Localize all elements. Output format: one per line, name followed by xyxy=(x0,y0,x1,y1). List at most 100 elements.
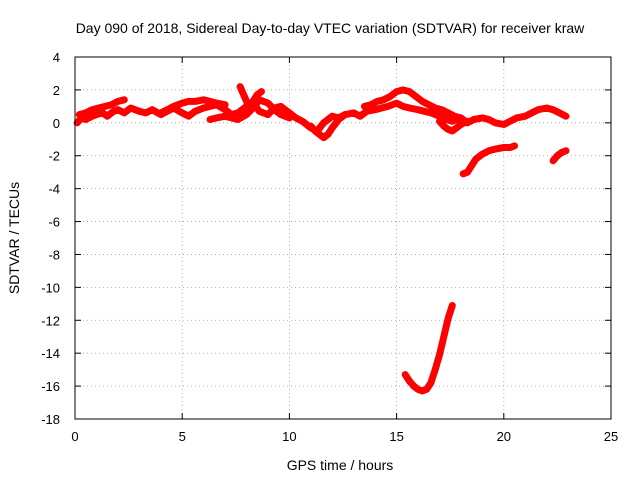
series-arc-dip-2 xyxy=(436,117,471,135)
data-point xyxy=(361,103,367,109)
data-point xyxy=(228,115,235,121)
data-point xyxy=(400,103,406,109)
data-point xyxy=(419,98,425,104)
data-point xyxy=(471,116,477,123)
y-tick-label: -18 xyxy=(41,412,60,427)
grid-lines xyxy=(75,57,611,419)
data-point xyxy=(522,113,528,119)
data-point xyxy=(213,100,220,106)
data-point xyxy=(192,108,198,114)
data-point xyxy=(387,93,393,100)
data-point xyxy=(76,112,82,118)
data-point xyxy=(507,118,513,124)
data-point xyxy=(492,120,498,126)
plot-frame xyxy=(74,56,612,420)
series-arc-negative xyxy=(459,142,518,178)
data-point xyxy=(511,143,518,149)
series-line xyxy=(73,99,570,135)
data-point xyxy=(415,386,421,392)
data-point xyxy=(111,108,117,114)
data-point xyxy=(158,110,164,116)
data-point xyxy=(312,128,318,134)
y-tick-label: -14 xyxy=(41,346,60,361)
data-point xyxy=(550,107,556,113)
x-axis-label: GPS time / hours xyxy=(287,457,394,473)
data-point xyxy=(445,110,451,116)
data-point xyxy=(501,121,507,128)
chart-title: Day 090 of 2018, Sidereal Day-to-day VTE… xyxy=(76,20,585,36)
data-point xyxy=(385,103,391,109)
series-arc-deep xyxy=(401,302,456,395)
data-point xyxy=(96,105,102,111)
data-point xyxy=(460,171,466,177)
data-point xyxy=(149,107,155,113)
data-point xyxy=(207,98,213,104)
data-point xyxy=(445,316,451,322)
data-point xyxy=(381,97,387,103)
data-point xyxy=(492,146,498,152)
data-point xyxy=(464,118,470,124)
data-point xyxy=(265,100,271,106)
data-point xyxy=(136,108,142,114)
data-point xyxy=(415,107,421,113)
data-point xyxy=(222,102,228,108)
data-point xyxy=(544,105,550,111)
data-point xyxy=(351,110,357,116)
data-point xyxy=(445,126,451,132)
data-point xyxy=(556,110,563,116)
data-point xyxy=(186,98,192,104)
series-line xyxy=(157,96,229,117)
data-point xyxy=(278,112,284,118)
data-point xyxy=(428,380,434,386)
y-tick-label: -16 xyxy=(41,379,60,394)
series-line xyxy=(360,86,465,122)
data-point xyxy=(201,97,207,103)
y-tick-label: -8 xyxy=(48,247,60,262)
data-point xyxy=(325,131,331,137)
data-point xyxy=(486,148,492,154)
data-point xyxy=(439,107,445,113)
data-point xyxy=(250,98,256,104)
y-tick-label: 2 xyxy=(53,83,60,98)
data-point xyxy=(89,113,95,119)
y-tick-label: -12 xyxy=(41,313,60,328)
data-point xyxy=(235,110,241,116)
data-point xyxy=(436,113,443,119)
data-point xyxy=(421,108,428,114)
data-point xyxy=(406,89,413,95)
data-point xyxy=(406,378,413,384)
data-point xyxy=(458,115,464,121)
data-point xyxy=(529,110,535,116)
series-arc-upper-5 xyxy=(360,86,465,122)
data-point xyxy=(171,103,177,109)
x-tick-label: 5 xyxy=(179,429,186,444)
data-point xyxy=(121,97,127,103)
data-point xyxy=(473,156,479,162)
data-point xyxy=(554,153,561,159)
data-point xyxy=(321,135,327,141)
data-point xyxy=(115,107,121,113)
data-point xyxy=(256,108,262,114)
data-point xyxy=(507,144,513,151)
data-point xyxy=(379,105,385,111)
data-point xyxy=(563,148,569,154)
data-point xyxy=(449,118,455,124)
data-point xyxy=(83,116,89,123)
data-point xyxy=(400,87,406,93)
data-point xyxy=(535,107,541,113)
data-point xyxy=(93,112,99,118)
data-point xyxy=(436,118,443,124)
data-point xyxy=(108,102,114,108)
data-point xyxy=(479,115,485,121)
data-point xyxy=(74,120,80,126)
series-line xyxy=(459,142,518,178)
series-arc-main xyxy=(73,99,570,135)
data-point xyxy=(100,110,106,116)
data-point xyxy=(104,113,110,119)
data-point xyxy=(293,115,299,121)
data-point xyxy=(394,100,400,106)
data-point xyxy=(222,107,228,113)
data-point xyxy=(394,89,400,95)
data-point xyxy=(443,116,449,123)
data-point xyxy=(406,105,413,111)
